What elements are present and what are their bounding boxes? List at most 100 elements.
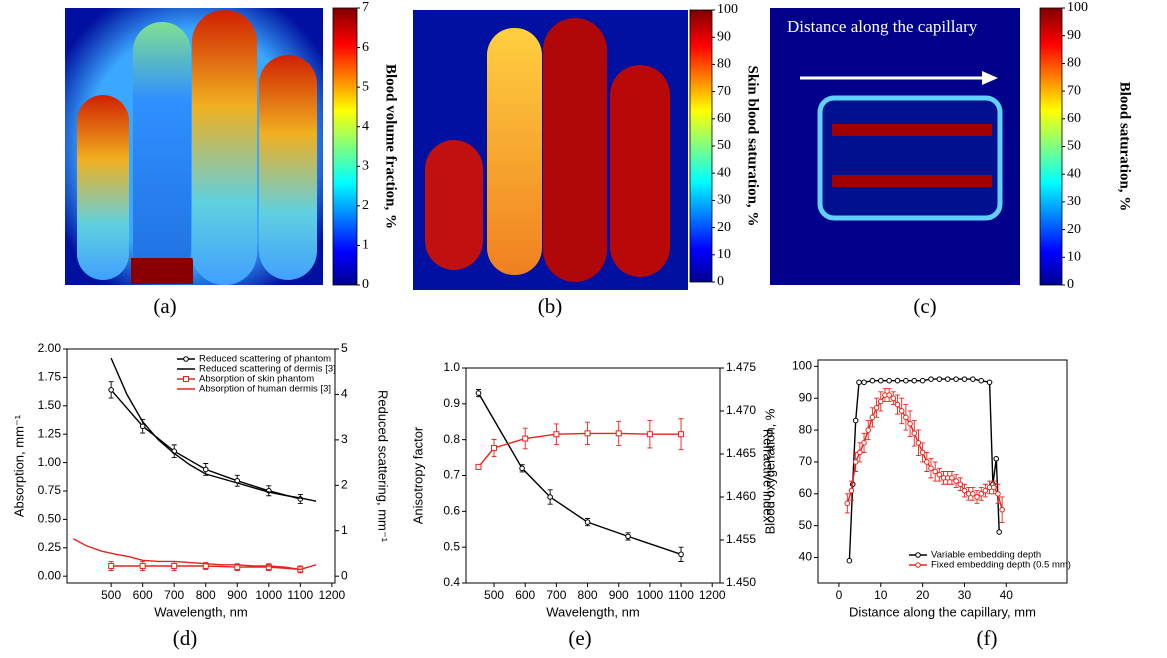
panel-label: (c) bbox=[913, 294, 936, 318]
y2-tick-label: 3 bbox=[341, 432, 348, 446]
colorbar-tick-label: 60 bbox=[1067, 111, 1081, 126]
marker bbox=[898, 408, 905, 414]
x-axis-label: Wavelength, nm bbox=[154, 604, 247, 619]
legend-label: Fixed embedding depth (0.5 mm) bbox=[931, 560, 1071, 571]
y2-tick-label: 1 bbox=[341, 523, 348, 537]
marker bbox=[519, 465, 525, 472]
marker bbox=[865, 427, 872, 433]
y2-tick-label: 5 bbox=[341, 341, 348, 355]
x-tick-label: 800 bbox=[578, 588, 598, 602]
marker bbox=[961, 487, 968, 494]
colorbar-tick-label: 3 bbox=[362, 159, 369, 174]
x-tick-label: 800 bbox=[196, 588, 216, 602]
colorbar-tick-label: 80 bbox=[717, 57, 731, 72]
colorbar-tick-label: 70 bbox=[1067, 83, 1081, 98]
marker bbox=[678, 551, 684, 558]
marker bbox=[903, 377, 909, 384]
marker bbox=[990, 484, 997, 491]
marker bbox=[844, 500, 851, 507]
x-tick-label: 10 bbox=[874, 588, 888, 602]
colorbar-tick-label: 4 bbox=[362, 119, 369, 134]
marker bbox=[928, 465, 934, 472]
plot-frame bbox=[66, 348, 336, 584]
y-axis-label: Absorption, mm⁻¹ bbox=[11, 414, 26, 517]
marker bbox=[491, 444, 498, 451]
x-tick-label: 700 bbox=[164, 588, 184, 602]
y2-tick-label: 1.465 bbox=[726, 446, 756, 460]
x-tick-label: 900 bbox=[609, 588, 629, 602]
y-tick-label: 100 bbox=[792, 359, 812, 373]
y-tick-label: 60 bbox=[799, 486, 813, 500]
annotation: Distance along the capillary bbox=[787, 17, 978, 36]
marker bbox=[982, 487, 989, 494]
colorbar-tick-label: 7 bbox=[362, 0, 369, 15]
colorbar-tick-label: 80 bbox=[1067, 56, 1081, 71]
colorbar-tick-label: 40 bbox=[1067, 166, 1081, 181]
marker bbox=[919, 377, 926, 384]
series-line bbox=[110, 389, 301, 500]
marker bbox=[928, 376, 934, 382]
marker bbox=[522, 435, 529, 442]
colorbar bbox=[689, 9, 713, 283]
marker bbox=[949, 475, 955, 481]
marker bbox=[978, 377, 985, 384]
colorbar bbox=[1039, 7, 1063, 286]
marker bbox=[183, 376, 189, 382]
y-tick-label: 0.00 bbox=[38, 568, 62, 582]
marker bbox=[852, 417, 859, 424]
marker bbox=[957, 481, 964, 488]
marker bbox=[475, 463, 482, 470]
y-tick-label: 70 bbox=[799, 454, 813, 468]
marker bbox=[584, 519, 591, 525]
marker bbox=[547, 494, 553, 500]
marker bbox=[996, 529, 1003, 535]
marker bbox=[139, 423, 146, 430]
y-tick-label: 50 bbox=[799, 518, 813, 532]
legend-label: Reduced scattering of phantom bbox=[199, 354, 331, 365]
colorbar-tick-label: 90 bbox=[717, 29, 731, 44]
y-tick-label: 0.9 bbox=[443, 396, 460, 410]
colorbar-label: Blood volume fraction, % bbox=[383, 64, 399, 229]
panel-label: (b) bbox=[538, 294, 563, 318]
y-tick-label: 0.8 bbox=[443, 432, 460, 446]
marker bbox=[936, 376, 943, 382]
y-tick-label: 0.7 bbox=[443, 468, 460, 482]
y-tick-label: 0.50 bbox=[38, 512, 62, 526]
series-line bbox=[72, 538, 317, 571]
x-axis-label: Distance along the capillary, mm bbox=[849, 604, 1036, 619]
series-line bbox=[477, 432, 681, 468]
marker bbox=[848, 487, 855, 494]
x-tick-label: 700 bbox=[546, 588, 566, 602]
panel-label: (f) bbox=[977, 626, 998, 650]
colorbar-tick-label: 0 bbox=[717, 274, 724, 289]
legend-label: Absorption of skin phantom bbox=[199, 374, 314, 385]
legend-label: Variable embedding depth bbox=[931, 550, 1041, 561]
marker bbox=[903, 414, 909, 421]
colorbar-tick-label: 90 bbox=[1067, 28, 1081, 43]
marker bbox=[475, 390, 482, 396]
x-tick-label: 500 bbox=[101, 588, 121, 602]
marker bbox=[894, 401, 901, 408]
image-a bbox=[65, 8, 323, 285]
marker bbox=[970, 491, 976, 497]
colorbar-tick-label: 0 bbox=[1067, 277, 1074, 292]
marker bbox=[877, 377, 884, 384]
y2-tick-label: 1.450 bbox=[726, 575, 756, 589]
marker bbox=[852, 459, 859, 465]
panel-label: (a) bbox=[153, 294, 176, 318]
marker bbox=[986, 379, 993, 386]
marker bbox=[890, 395, 897, 402]
x-axis-label: Wavelength, nm bbox=[546, 604, 639, 619]
colorbar-label: Skin blood saturation, % bbox=[745, 66, 761, 227]
marker bbox=[970, 376, 976, 382]
x-tick-label: 0 bbox=[836, 588, 843, 602]
marker bbox=[907, 420, 913, 427]
y-tick-label: 1.0 bbox=[443, 360, 460, 374]
marker bbox=[894, 377, 901, 384]
x-tick-label: 1200 bbox=[699, 588, 726, 602]
colorbar-tick-label: 100 bbox=[717, 2, 738, 17]
marker bbox=[886, 392, 892, 398]
y-tick-label: 1.25 bbox=[38, 426, 62, 440]
colorbar-tick-label: 50 bbox=[1067, 139, 1081, 154]
marker bbox=[861, 379, 867, 386]
